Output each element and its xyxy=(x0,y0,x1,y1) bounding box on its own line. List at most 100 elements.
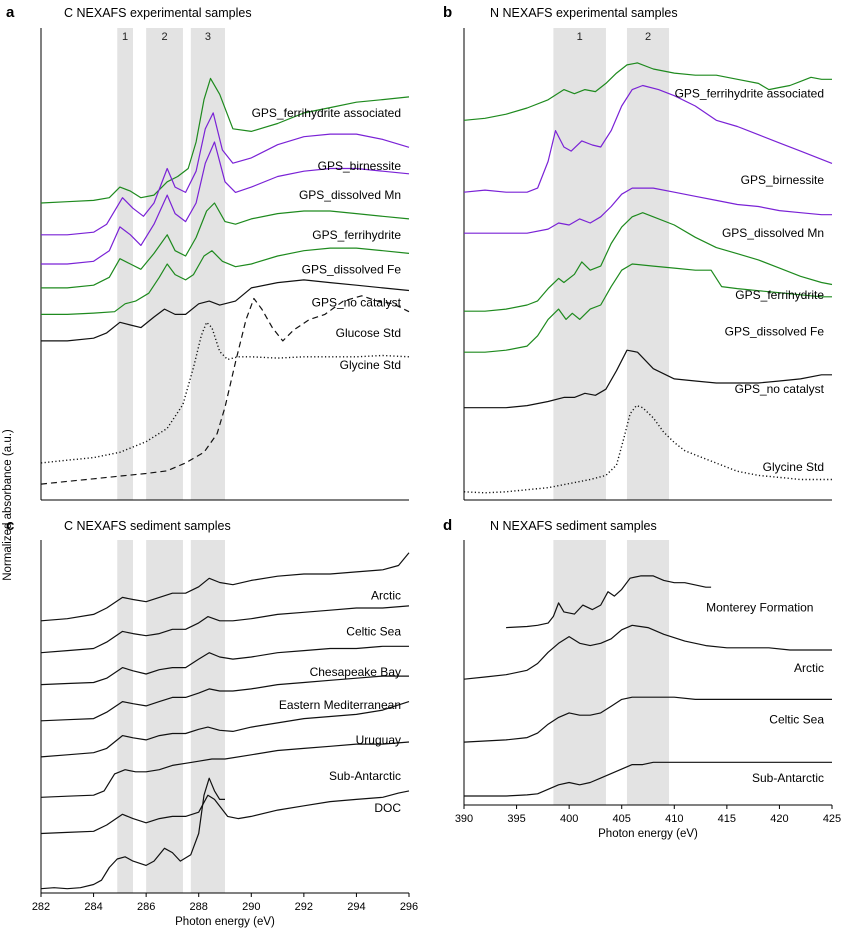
panel-a-band-1 xyxy=(117,28,133,500)
panel-c-series-arctic xyxy=(40,552,410,622)
panel-c-label-sub-antarctic: Sub-Antarctic xyxy=(329,769,401,783)
panel-a-label-glucose-std: Glucose Std xyxy=(336,326,401,340)
panel-c-x-tick-label: 282 xyxy=(32,901,50,913)
panel-d-x-tick-label: 395 xyxy=(507,813,525,825)
panel-b-series-gps-dissolved-mn xyxy=(464,187,832,234)
panel-c-x-tick-label: 286 xyxy=(137,901,155,913)
panel-d-x-tick-label: 405 xyxy=(613,813,631,825)
panel-b-band-1 xyxy=(553,28,606,500)
panel-d-x-tick-label: 410 xyxy=(665,813,683,825)
panel-d-series-celtic-sea xyxy=(463,696,832,743)
panel-c-plot: 282 284 286 288 290 292 294 296 Photon energy (e… xyxy=(32,540,418,928)
panel-b-series-gps-ferrihydrite-associated xyxy=(463,62,832,121)
panel-b-title: N NEXAFS experimental samples xyxy=(490,6,678,20)
panel-a-label-gps-ferrihydrite-associated: GPS_ferrihydrite associated xyxy=(252,106,401,120)
panel-d-band-1 xyxy=(553,540,606,805)
panel-a-series-gps-dissolved-mn xyxy=(41,141,410,265)
panel-c-x-tick-label: 292 xyxy=(295,901,313,913)
panel-a-label-gps-no-catalyst: GPS_no catalyst xyxy=(312,295,402,309)
panel-d-series-monterey-formation xyxy=(506,575,712,629)
panel-a-band-3 xyxy=(190,28,225,500)
panel-d-plot: 390 395 400 405 410 415 420 425 Photon energy (e… xyxy=(455,540,841,840)
y-axis-label: Normalized absorbance (a.u.) xyxy=(2,429,14,581)
panel-c-series-unlabeled-8 xyxy=(40,777,225,890)
panel-d-x-tick-label: 425 xyxy=(823,813,841,825)
panel-b-series-gps-birnessite xyxy=(463,84,833,193)
panel-b-plot: 1 2 GPS_ferrihydrite associated GPS_birness… xyxy=(463,28,833,501)
panel-b-band-label-2: 2 xyxy=(645,31,651,43)
panel-d-label-celtic-sea: Celtic Sea xyxy=(769,713,824,727)
panel-b-label-glycine-std: Glycine Std xyxy=(763,460,824,474)
panel-b-label-gps-no-catalyst: GPS_no catalyst xyxy=(735,382,825,396)
panel-c-series-celtic-sea xyxy=(40,605,410,654)
panel-c-x-tick-label: 294 xyxy=(347,901,365,913)
panel-c-x-tick-label: 284 xyxy=(84,901,102,913)
panel-d-x-tick-label: 400 xyxy=(560,813,578,825)
panel-b-series-gps-no-catalyst xyxy=(464,349,832,409)
panel-d-x-tick-label: 420 xyxy=(770,813,788,825)
panel-a-label-gps-dissolved-mn: GPS_dissolved Mn xyxy=(299,188,401,202)
panel-a-label-glycine-std: Glycine Std xyxy=(340,358,401,372)
panel-d-title: N NEXAFS sediment samples xyxy=(490,519,657,533)
panel-b-band-label-1: 1 xyxy=(577,31,583,43)
panel-a-series-gps-birnessite xyxy=(41,112,410,236)
panel-a-band-label-3: 3 xyxy=(205,31,211,43)
panel-d-x-axis-label: Photon energy (eV) xyxy=(598,828,698,840)
panel-a-band-2 xyxy=(146,28,183,500)
panel-c-label-chesapeake-bay: Chesapeake Bay xyxy=(310,665,401,679)
panel-a-label-gps-dissolved-fe: GPS_dissolved Fe xyxy=(302,262,402,276)
panel-a-series-gps-no-catalyst xyxy=(41,279,410,342)
panel-b: b N NEXAFS experimental samples 1 2 GPS_fe… xyxy=(443,4,833,501)
panel-c-band-3 xyxy=(190,540,225,893)
panel-a-series-gps-ferrihydrite-associated xyxy=(40,77,410,204)
panel-b-label-gps-ferrihydrite-associated: GPS_ferrihydrite associated xyxy=(675,87,824,101)
panel-d-letter: d xyxy=(443,517,452,534)
panel-c-x-tick-label: 288 xyxy=(190,901,208,913)
panel-d-label-monterey-formation: Monterey Formation xyxy=(706,600,813,614)
panel-d-x-tick-label: 415 xyxy=(718,813,736,825)
panel-d: d N NEXAFS sediment samples 390 395 400 405… xyxy=(443,517,841,840)
panel-a-series-gps-dissolved-fe xyxy=(41,247,410,315)
panel-c-series-sub-antarctic xyxy=(40,741,410,798)
panel-c-label-doc: DOC xyxy=(374,801,401,815)
panel-c-label-uruguay: Uruguay xyxy=(356,733,401,747)
panel-a-title: C NEXAFS experimental samples xyxy=(64,6,252,20)
panel-c-label-celtic-sea: Celtic Sea xyxy=(346,624,401,638)
panel-d-series-sub-antarctic xyxy=(464,761,832,797)
panel-c-x-tick-label: 296 xyxy=(400,901,418,913)
panel-c-series-doc xyxy=(40,790,410,835)
panel-b-label-gps-birnessite: GPS_birnessite xyxy=(741,173,825,187)
panel-d-band-2 xyxy=(626,540,670,805)
panel-d-series-arctic xyxy=(463,624,832,680)
panel-b-label-gps-ferrihydrite: GPS_ferrihydrite xyxy=(735,288,824,302)
panel-a-series-glucose-std xyxy=(40,295,410,485)
panel-a-band-label-1: 1 xyxy=(122,31,128,43)
panel-c-series-uruguay xyxy=(40,701,410,758)
panel-a-label-gps-birnessite: GPS_birnessite xyxy=(318,159,402,173)
panel-b-letter: b xyxy=(443,4,452,21)
panel-a-label-gps-ferrihydrite: GPS_ferrihydrite xyxy=(312,228,401,242)
panel-c-series-eastern-mediterranean xyxy=(40,675,409,722)
panel-c-series-chesapeake-bay xyxy=(40,645,409,686)
panel-d-x-tick-label: 390 xyxy=(455,813,473,825)
panel-a-letter: a xyxy=(6,4,15,21)
panel-b-label-gps-dissolved-fe: GPS_dissolved Fe xyxy=(725,325,825,339)
panel-c-label-arctic: Arctic xyxy=(371,588,401,602)
panel-c-band-2 xyxy=(146,540,183,893)
panel-b-series-gps-dissolved-fe xyxy=(464,263,832,353)
panel-a-band-label-2: 2 xyxy=(161,31,167,43)
panel-c-x-axis-label: Photon energy (eV) xyxy=(175,916,275,928)
panel-b-series-gps-ferrihydrite xyxy=(464,212,833,312)
panel-c-label-eastern-mediterranean: Eastern Mediterranean xyxy=(279,698,401,712)
panel-c-letter: c xyxy=(6,517,14,534)
panel-d-label-sub-antarctic: Sub-Antarctic xyxy=(752,771,824,785)
panel-a: a C NEXAFS experimental samples 1 2 3 GPS_f… xyxy=(6,4,410,501)
panel-c-band-1 xyxy=(117,540,133,893)
panel-c-x-tick-label: 290 xyxy=(242,901,260,913)
panel-c-title: C NEXAFS sediment samples xyxy=(64,519,231,533)
panel-b-label-gps-dissolved-mn: GPS_dissolved Mn xyxy=(722,226,824,240)
panel-d-label-arctic: Arctic xyxy=(794,661,824,675)
panel-c: c C NEXAFS sediment samples 282 284 286 288… xyxy=(6,517,418,928)
panel-a-series-gps-ferrihydrite xyxy=(41,202,410,289)
